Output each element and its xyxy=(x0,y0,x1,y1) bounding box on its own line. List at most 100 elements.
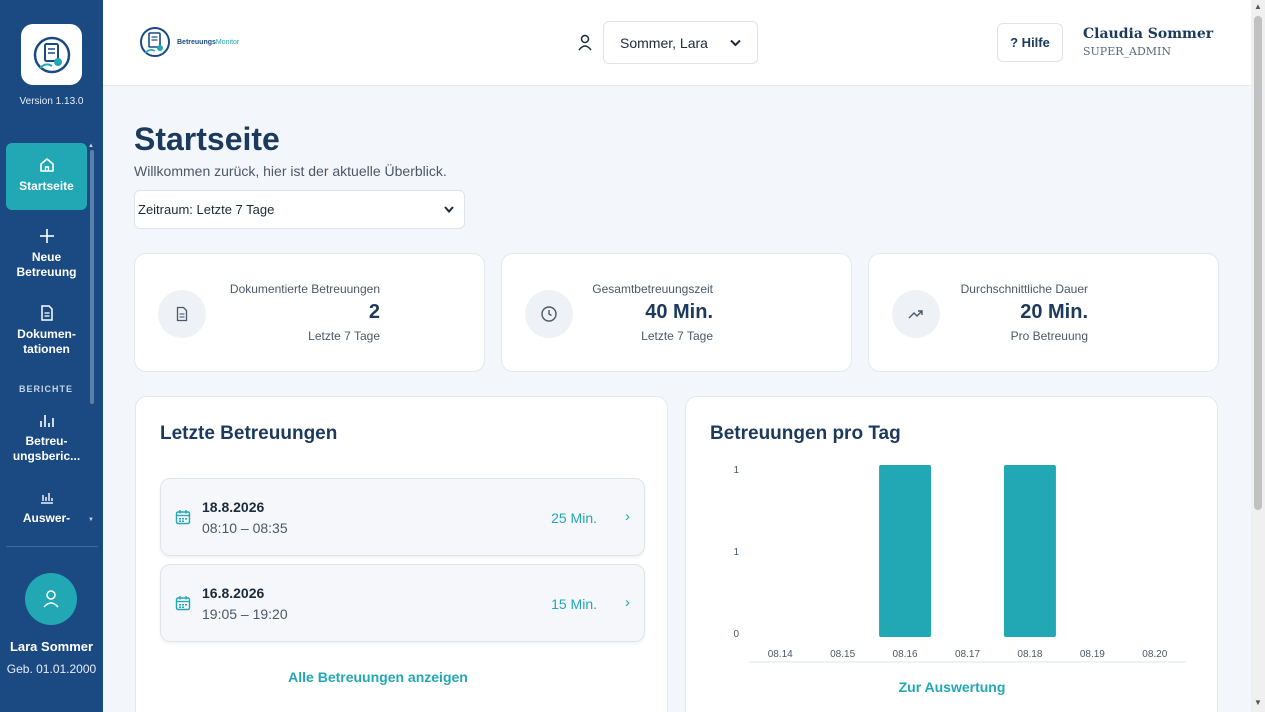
stat-icon-wrap xyxy=(525,290,573,338)
brand-name: BetreuungsMonitor xyxy=(177,39,239,46)
plus-icon xyxy=(39,229,54,243)
bar-chart-small-icon xyxy=(40,493,53,504)
top-header: BetreuungsMonitor Sommer, Lara ? Hilfe C… xyxy=(103,0,1251,86)
stat-icon-wrap xyxy=(158,290,206,338)
sidebar-scroll-down[interactable]: ▼ xyxy=(88,517,94,523)
scroll-thumb[interactable] xyxy=(1254,16,1262,510)
chart-x-tick-label: 08.17 xyxy=(955,649,980,660)
stat-text: Durchschnittliche Dauer 20 Min. Pro Betr… xyxy=(961,282,1088,343)
sidebar-user-birthdate: Geb. 01.01.2000 xyxy=(6,662,97,676)
page-scrollbar[interactable]: ▲ ▼ xyxy=(1251,0,1265,712)
stat-card-total-time: Gesamtbetreuungszeit 40 Min. Letzte 7 Ta… xyxy=(501,253,852,372)
sidebar-item-label: Betreu- ungsberic... xyxy=(12,434,81,463)
list-item[interactable]: 16.8.2026 19:05 – 19:20 15 Min. › xyxy=(160,564,645,642)
stat-value: 2 xyxy=(368,301,380,323)
stat-footnote: Letzte 7 Tage xyxy=(641,329,713,343)
stat-label: Dokumentierte Betreuungen xyxy=(229,282,380,296)
visit-time: 19:05 – 19:20 xyxy=(202,606,288,622)
chart-x-tick-label: 08.19 xyxy=(1080,649,1105,660)
visits-per-day-panel: Betreuungen pro Tag 0 1 1 08.14 08.15 08.16 08… xyxy=(685,396,1218,712)
calendar-icon xyxy=(175,596,191,611)
chart-y-tick-label: 1 xyxy=(733,465,739,476)
sidebar: Version 1.13.0 ▲ ▼ Startseite Neue Betre… xyxy=(0,0,103,712)
panel-title: Betreuungen pro Tag xyxy=(710,423,901,444)
logo-icon xyxy=(33,36,70,73)
sidebar-item-betreuungsberichte[interactable]: Betreu- ungsberic... xyxy=(6,410,87,464)
scroll-up-arrow[interactable]: ▲ xyxy=(1254,2,1262,11)
brand-logo[interactable]: BetreuungsMonitor xyxy=(139,25,239,59)
sidebar-item-auswertung[interactable]: Auswer- xyxy=(6,487,87,526)
page-subtitle: Willkommen zurück, hier ist der aktuelle… xyxy=(134,163,447,179)
visit-date: 16.8.2026 xyxy=(202,585,265,601)
person-icon xyxy=(578,34,592,51)
client-select[interactable]: Sommer, Lara xyxy=(603,21,758,64)
scroll-down-arrow[interactable]: ▼ xyxy=(1254,698,1262,707)
bar-chart: 0 1 1 08.14 08.15 08.16 08.17 08.18 08.19 08.20 xyxy=(733,465,1186,663)
chevron-down-icon xyxy=(444,206,454,213)
stat-label: Gesamtbetreuungszeit xyxy=(592,282,713,296)
chart-bar[interactable] xyxy=(1003,465,1056,637)
page-title: Startseite xyxy=(134,121,280,157)
visit-date: 18.8.2026 xyxy=(202,499,265,515)
user-icon xyxy=(43,590,59,608)
help-button[interactable]: ? Hilfe xyxy=(997,23,1063,62)
stat-footnote: Letzte 7 Tage xyxy=(308,329,380,343)
chart-y-tick-label: 1 xyxy=(733,547,739,558)
sidebar-user-name: Lara Sommer xyxy=(9,639,94,654)
sidebar-item-neue-betreuung[interactable]: Neue Betreuung xyxy=(6,226,87,280)
all-visits-link[interactable]: Alle Betreuungen anzeigen xyxy=(288,669,468,685)
recent-visits-panel: Letzte Betreuungen 18.8.2026 08:10 – 08:… xyxy=(135,396,668,712)
sidebar-item-label: Auswer- xyxy=(22,511,71,525)
sidebar-divider xyxy=(6,546,98,547)
visit-duration: 25 Min. xyxy=(551,510,597,526)
period-select-value: Zeitraum: Letzte 7 Tage xyxy=(138,202,275,217)
chart-x-tick-label: 08.15 xyxy=(830,649,855,660)
stat-value: 20 Min. xyxy=(1020,301,1088,323)
app-version: Version 1.13.0 xyxy=(19,96,84,107)
stat-text: Dokumentierte Betreuungen 2 Letzte 7 Tag… xyxy=(230,282,380,343)
sidebar-scroll-up[interactable]: ▲ xyxy=(88,143,94,149)
stat-label: Durchschnittliche Dauer xyxy=(960,282,1088,296)
stat-card-average-duration: Durchschnittliche Dauer 20 Min. Pro Betr… xyxy=(868,253,1219,372)
stat-text: Gesamtbetreuungszeit 40 Min. Letzte 7 Ta… xyxy=(592,282,713,343)
chevron-right-icon: › xyxy=(625,594,630,611)
sidebar-item-label: Startseite xyxy=(19,179,74,193)
header-user-role: SUPER_ADMIN xyxy=(1083,45,1172,58)
stat-card-documented: Dokumentierte Betreuungen 2 Letzte 7 Tag… xyxy=(134,253,485,372)
brand-name-main: Betreuungs xyxy=(177,38,216,46)
sidebar-item-dokumentationen[interactable]: Dokumen- tationen xyxy=(6,303,87,357)
stat-icon-wrap xyxy=(892,290,940,338)
chart-x-tick-label: 08.14 xyxy=(768,649,793,660)
list-item[interactable]: 18.8.2026 08:10 – 08:35 25 Min. › xyxy=(160,478,645,556)
chart-x-tick-label: 08.18 xyxy=(1017,649,1042,660)
logo-icon xyxy=(140,27,170,57)
avatar[interactable] xyxy=(25,573,77,625)
document-icon xyxy=(176,306,188,322)
sidebar-item-startseite[interactable]: Startseite xyxy=(6,143,87,210)
chevron-down-icon xyxy=(730,39,741,46)
bar-chart-icon xyxy=(39,415,54,427)
header-user-name: Claudia Sommer xyxy=(1083,26,1214,42)
sidebar-scrollbar[interactable] xyxy=(90,150,94,404)
panel-title: Letzte Betreuungen xyxy=(160,423,338,444)
chart-bar[interactable] xyxy=(879,465,932,637)
trend-up-icon xyxy=(908,310,923,319)
header-user-info[interactable]: Claudia Sommer SUPER_ADMIN xyxy=(1083,26,1213,58)
evaluation-link[interactable]: Zur Auswertung xyxy=(898,679,1006,695)
chart-x-tick-label: 08.20 xyxy=(1142,649,1167,660)
clock-icon xyxy=(541,306,557,322)
chart-y-tick-label: 0 xyxy=(733,629,739,640)
client-select-value: Sommer, Lara xyxy=(620,34,708,51)
visit-time: 08:10 – 08:35 xyxy=(202,520,288,536)
period-select[interactable]: Zeitraum: Letzte 7 Tage xyxy=(134,190,465,229)
sidebar-item-label: Dokumen- tationen xyxy=(17,327,76,356)
calendar-icon xyxy=(175,510,191,525)
sidebar-section-berichte: BERICHTE xyxy=(18,384,73,394)
sidebar-item-label: Neue Betreuung xyxy=(16,250,77,279)
chart-x-tick-label: 08.16 xyxy=(893,649,918,660)
document-icon xyxy=(40,305,53,321)
visit-duration: 15 Min. xyxy=(551,596,597,612)
app-logo[interactable] xyxy=(21,24,82,85)
stat-footnote: Pro Betreuung xyxy=(1010,329,1088,343)
home-icon xyxy=(39,158,54,172)
